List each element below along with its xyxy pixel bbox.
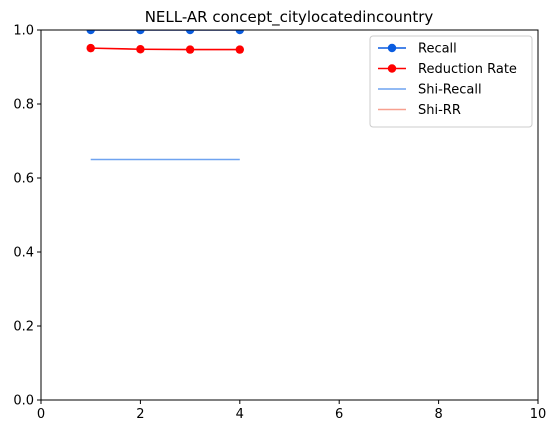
legend-label-reduction-rate: Reduction Rate bbox=[418, 62, 517, 77]
data-point-recall bbox=[185, 30, 195, 35]
data-point-reduction-rate bbox=[235, 45, 244, 54]
data-point-reduction-rate bbox=[185, 45, 195, 54]
legend-box bbox=[369, 35, 533, 128]
y-tick-label: 0.0 bbox=[13, 394, 34, 409]
y-tick-label: 0.8 bbox=[13, 98, 34, 113]
legend-label-shi-recall: Shi-Recall bbox=[418, 83, 482, 98]
data-point-reduction-rate bbox=[86, 43, 95, 53]
series-layer bbox=[86, 30, 244, 161]
data-point-recall bbox=[86, 30, 95, 35]
data-point-recall bbox=[136, 30, 145, 35]
y-tick-label: 0.2 bbox=[13, 320, 34, 335]
y-tick-label: 1.0 bbox=[13, 24, 34, 39]
chart-title: NELL-AR concept_citylocatedincountry bbox=[145, 8, 434, 27]
x-tick-label: 2 bbox=[136, 407, 144, 422]
data-point-recall bbox=[235, 30, 244, 35]
x-tick-label: 4 bbox=[236, 407, 244, 422]
x-tick-label: 6 bbox=[335, 407, 343, 422]
x-tick-label: 0 bbox=[37, 407, 45, 422]
data-point-reduction-rate bbox=[136, 45, 145, 54]
y-tick-label: 0.6 bbox=[13, 172, 34, 187]
y-tick-label: 0.4 bbox=[13, 246, 34, 261]
x-tick-label: 8 bbox=[434, 407, 442, 422]
plot-frame bbox=[40, 29, 539, 401]
legend-label-shi-rr: Shi-RR bbox=[418, 103, 461, 118]
x-tick-label: 10 bbox=[530, 407, 547, 422]
legend: Recall Reduction Rate Shi-Recall Shi-RR bbox=[369, 35, 533, 128]
series-line-reduction-rate bbox=[90, 47, 240, 51]
y-axis: 0.0 0.2 0.4 0.6 0.8 1.0 bbox=[13, 24, 41, 409]
legend-label-recall: Recall bbox=[418, 42, 457, 57]
x-axis: 0 2 4 6 8 10 bbox=[37, 400, 546, 422]
legend-marker-recall bbox=[387, 43, 397, 53]
legend-marker-reduction-rate bbox=[387, 64, 397, 73]
